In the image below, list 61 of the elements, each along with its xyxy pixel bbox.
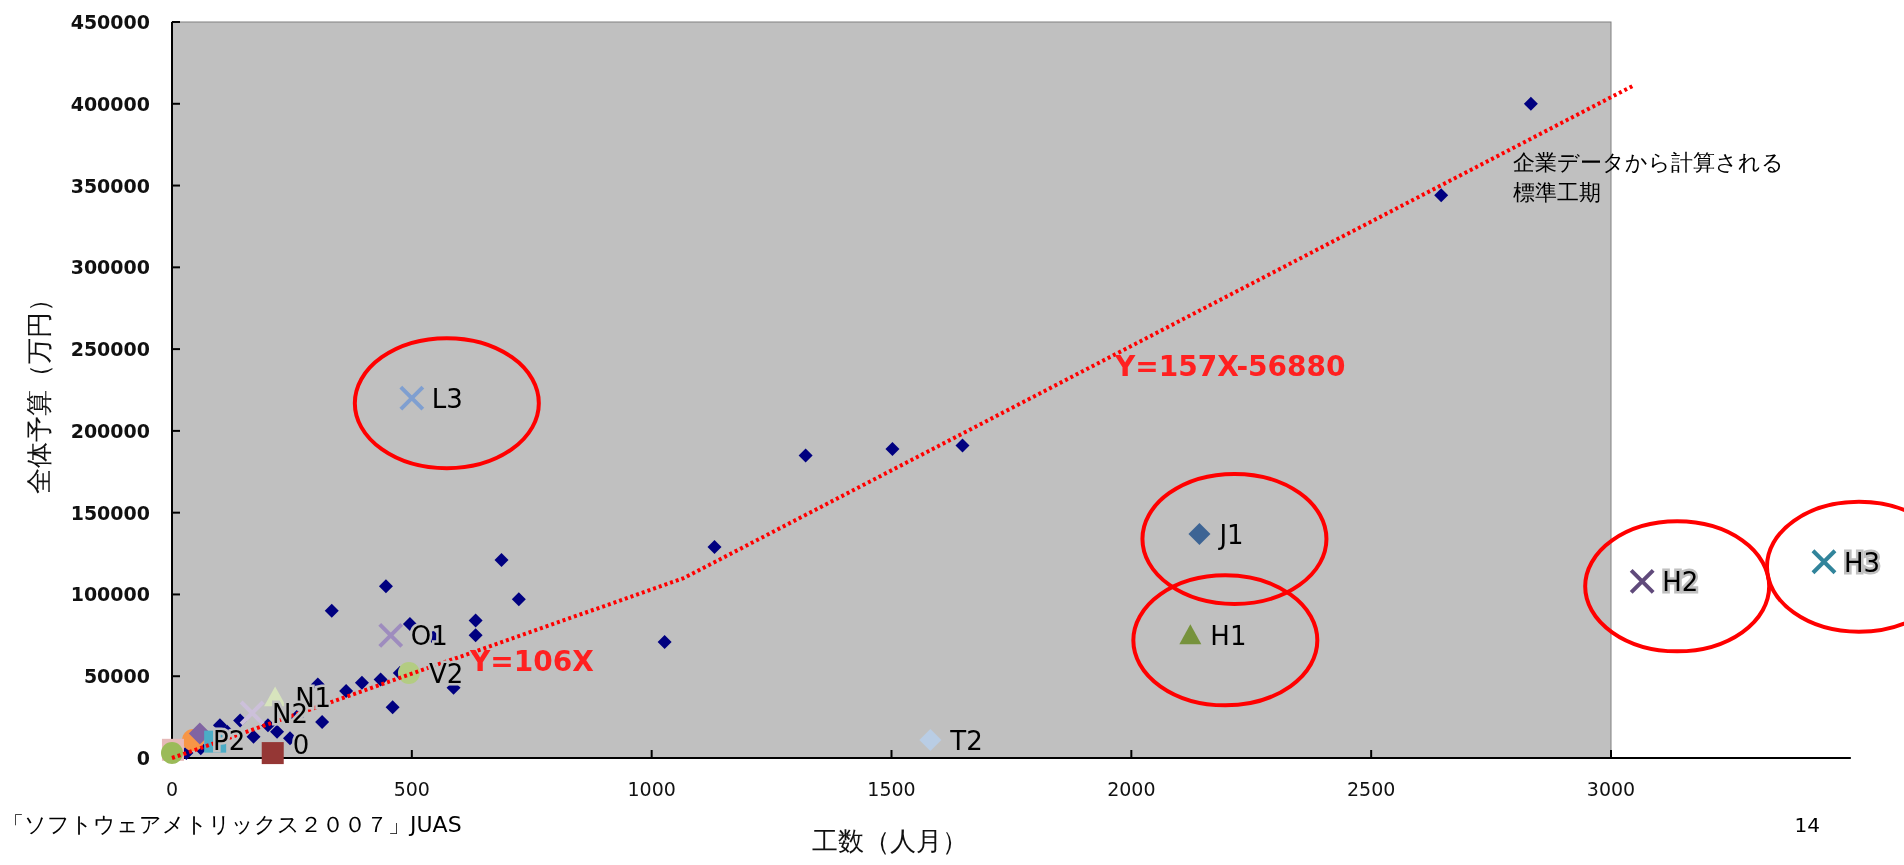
text: 「ソフトウェアメトリックス２００７」JUAS bbox=[2, 812, 462, 837]
point bbox=[378, 579, 393, 594]
series-label: L3 bbox=[431, 384, 463, 415]
series-label: 0 bbox=[292, 730, 310, 760]
x-tick-label: 1500 bbox=[867, 778, 916, 800]
series-label: T2 bbox=[949, 726, 983, 757]
point bbox=[885, 441, 900, 456]
series-label: V2 bbox=[428, 658, 464, 689]
point bbox=[1810, 548, 1837, 575]
series-label: H3 bbox=[1843, 547, 1881, 578]
y-axis-title: 全体予算（万円） bbox=[24, 286, 54, 494]
point bbox=[1434, 188, 1449, 203]
point bbox=[1629, 568, 1656, 595]
point bbox=[468, 613, 483, 628]
y-tick-label: 200000 bbox=[70, 419, 150, 442]
series-label: H2 bbox=[1662, 567, 1699, 598]
y-tick-label: 350000 bbox=[70, 174, 150, 197]
point bbox=[955, 438, 970, 453]
text: 14 bbox=[1794, 813, 1820, 837]
series-label: H1 bbox=[1210, 621, 1247, 652]
series-label: J1 bbox=[1217, 519, 1244, 550]
point bbox=[657, 634, 672, 649]
point bbox=[919, 729, 942, 752]
y-tick-label: 150000 bbox=[70, 501, 150, 524]
point bbox=[494, 553, 509, 568]
point bbox=[239, 700, 266, 727]
point bbox=[511, 592, 526, 607]
point bbox=[468, 628, 483, 643]
y-tick-label: 250000 bbox=[70, 338, 150, 361]
point bbox=[270, 724, 285, 739]
point bbox=[385, 700, 400, 715]
point bbox=[354, 675, 369, 690]
annotation: Y=106X bbox=[469, 645, 595, 678]
x-tick-label: 2500 bbox=[1346, 778, 1396, 800]
point bbox=[261, 742, 284, 765]
y-tick-label: 100000 bbox=[70, 583, 150, 606]
point bbox=[246, 729, 261, 744]
x-tick-label: 3000 bbox=[1586, 778, 1636, 800]
y-tick-label: 450000 bbox=[70, 11, 150, 33]
y-tick-label: 400000 bbox=[70, 92, 150, 115]
point bbox=[377, 622, 404, 649]
point bbox=[1523, 96, 1538, 111]
point bbox=[315, 715, 330, 730]
point bbox=[398, 385, 425, 412]
annotation: Y=157X-56880 bbox=[1114, 350, 1346, 383]
point bbox=[373, 672, 388, 687]
point bbox=[324, 603, 339, 618]
x-tick-label: 1000 bbox=[627, 778, 676, 800]
point bbox=[1179, 624, 1202, 645]
y-tick-label: 0 bbox=[136, 747, 150, 769]
y-tick-label: 50000 bbox=[83, 665, 150, 688]
point bbox=[1188, 522, 1211, 545]
point bbox=[798, 448, 813, 463]
y-tick-label: 300000 bbox=[70, 256, 150, 279]
annotation: 企業データから計算される標準工期 bbox=[1513, 150, 1784, 205]
point bbox=[339, 683, 354, 698]
x-tick-label: 2000 bbox=[1107, 778, 1156, 800]
point bbox=[707, 540, 722, 555]
x-tick-label: 0 bbox=[165, 778, 179, 800]
x-axis-title: 工数（人月） bbox=[812, 826, 968, 856]
x-tick-label: 500 bbox=[393, 778, 430, 800]
